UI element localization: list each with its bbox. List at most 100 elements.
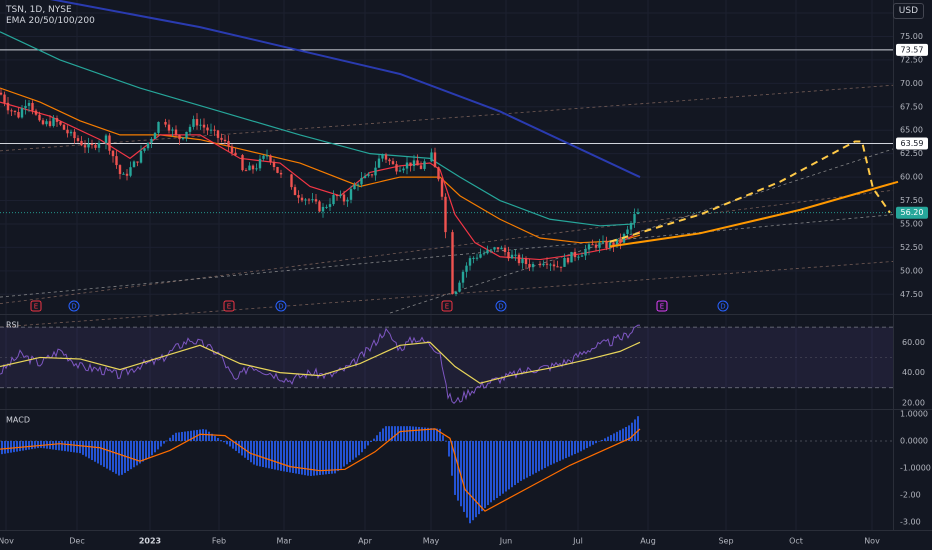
macd-histogram-bar	[343, 441, 345, 467]
candle-body	[55, 118, 59, 122]
macd-histogram-bar	[367, 441, 369, 446]
macd-histogram-bar	[313, 441, 315, 476]
earnings-marker	[656, 300, 668, 312]
price-tick-label: 50.00	[900, 266, 923, 275]
time-axis-label: May	[423, 537, 440, 546]
macd-histogram-bar	[625, 426, 627, 442]
candle-body	[573, 251, 577, 258]
macd-histogram-bar	[178, 432, 180, 442]
macd-histogram-bar	[499, 441, 501, 496]
rsi-tick-label: 40.00	[902, 368, 925, 377]
macd-histogram-bar	[391, 426, 393, 442]
candle-body	[314, 199, 318, 202]
candle-body	[20, 108, 24, 118]
earnings-marker	[441, 300, 453, 312]
macd-histogram-bar	[292, 441, 294, 474]
candle-body	[514, 254, 517, 256]
macd-histogram-bar	[451, 441, 453, 476]
candle-body	[507, 252, 510, 259]
macd-histogram-bar	[637, 416, 639, 442]
candle-body	[363, 175, 367, 179]
candle-body	[325, 206, 328, 208]
macd-histogram-bar	[151, 441, 153, 456]
indicator-legend[interactable]: EMA 20/50/100/200	[6, 16, 95, 26]
candle-body	[451, 232, 454, 294]
candle-body	[405, 162, 409, 169]
candle-body	[220, 137, 223, 140]
macd-histogram-bar	[307, 441, 309, 476]
macd-histogram-bar	[28, 441, 30, 450]
macd-histogram-bar	[1, 441, 3, 455]
macd-histogram-bar	[583, 441, 585, 450]
macd-histogram-bar	[67, 441, 69, 452]
channel-line	[0, 84, 894, 152]
candle-body	[388, 159, 391, 162]
macd-histogram-bar	[337, 441, 339, 472]
candle-body	[108, 135, 111, 151]
candle-body	[430, 152, 433, 162]
macd-histogram-bar	[283, 441, 285, 472]
candle-body	[542, 263, 545, 266]
symbol-title: TSN, 1D, NYSE	[6, 5, 72, 15]
candle-body	[104, 135, 108, 143]
macd-histogram-bar	[355, 441, 357, 458]
candle-body	[489, 249, 493, 251]
candle-body	[111, 150, 115, 157]
macd-histogram-bar	[508, 441, 510, 490]
macd-histogram-bar	[340, 441, 342, 469]
macd-histogram-bar	[352, 441, 354, 460]
macd-histogram-bar	[301, 441, 303, 475]
candle-body	[3, 94, 6, 103]
macd-histogram-bar	[322, 441, 324, 475]
macd-histogram-bar	[493, 441, 495, 501]
macd-histogram-bar	[139, 441, 141, 464]
ema-100-line	[0, 31, 636, 227]
currency-button[interactable]: USD	[892, 3, 924, 19]
candle-body	[125, 173, 129, 176]
macd-histogram-bar	[184, 431, 186, 442]
candle-body	[171, 129, 174, 131]
candle-body	[185, 131, 188, 138]
macd-histogram-bar	[595, 441, 597, 444]
macd-histogram-bar	[358, 441, 360, 456]
candle-body	[17, 112, 20, 118]
macd-histogram-bar	[124, 441, 126, 473]
macd-histogram-bar	[172, 434, 174, 442]
macd-histogram-bar	[331, 441, 333, 474]
candle-body	[538, 264, 542, 266]
macd-histogram-bar	[85, 441, 87, 457]
macd-histogram-bar	[193, 430, 195, 442]
price-tick-label: 57.50	[900, 196, 923, 205]
macd-histogram-bar	[160, 441, 162, 447]
macd-histogram-bar	[34, 441, 36, 449]
candle-body	[265, 155, 269, 157]
macd-histogram-bar	[157, 441, 159, 450]
macd-histogram-bar	[13, 441, 15, 453]
macd-histogram-bar	[511, 441, 513, 488]
macd-histogram-bar	[385, 426, 387, 442]
macd-histogram-bar	[247, 441, 249, 460]
candle-body	[608, 242, 612, 249]
rsi-tick-label: 60.00	[902, 338, 925, 347]
macd-histogram-bar	[553, 441, 555, 464]
candle-body	[167, 124, 171, 131]
candle-body	[290, 174, 293, 188]
dividend-marker	[275, 300, 287, 312]
macd-histogram-bar	[334, 441, 336, 474]
candle-body	[206, 127, 209, 131]
macd-histogram-bar	[478, 441, 480, 515]
macd-histogram-bar	[190, 430, 192, 442]
macd-histogram-bar	[400, 426, 402, 442]
macd-histogram-bar	[433, 428, 435, 442]
price-tick-label: 52.50	[900, 243, 923, 252]
candle-body	[556, 266, 559, 268]
candle-body	[132, 161, 136, 168]
macd-histogram-bar	[466, 441, 468, 518]
candle-body	[342, 194, 346, 202]
candle-body	[255, 168, 258, 170]
macd-histogram-bar	[61, 441, 63, 451]
level-price-label: 73.57	[901, 45, 924, 54]
macd-histogram-bar	[130, 441, 132, 470]
macd-histogram-bar	[520, 441, 522, 481]
